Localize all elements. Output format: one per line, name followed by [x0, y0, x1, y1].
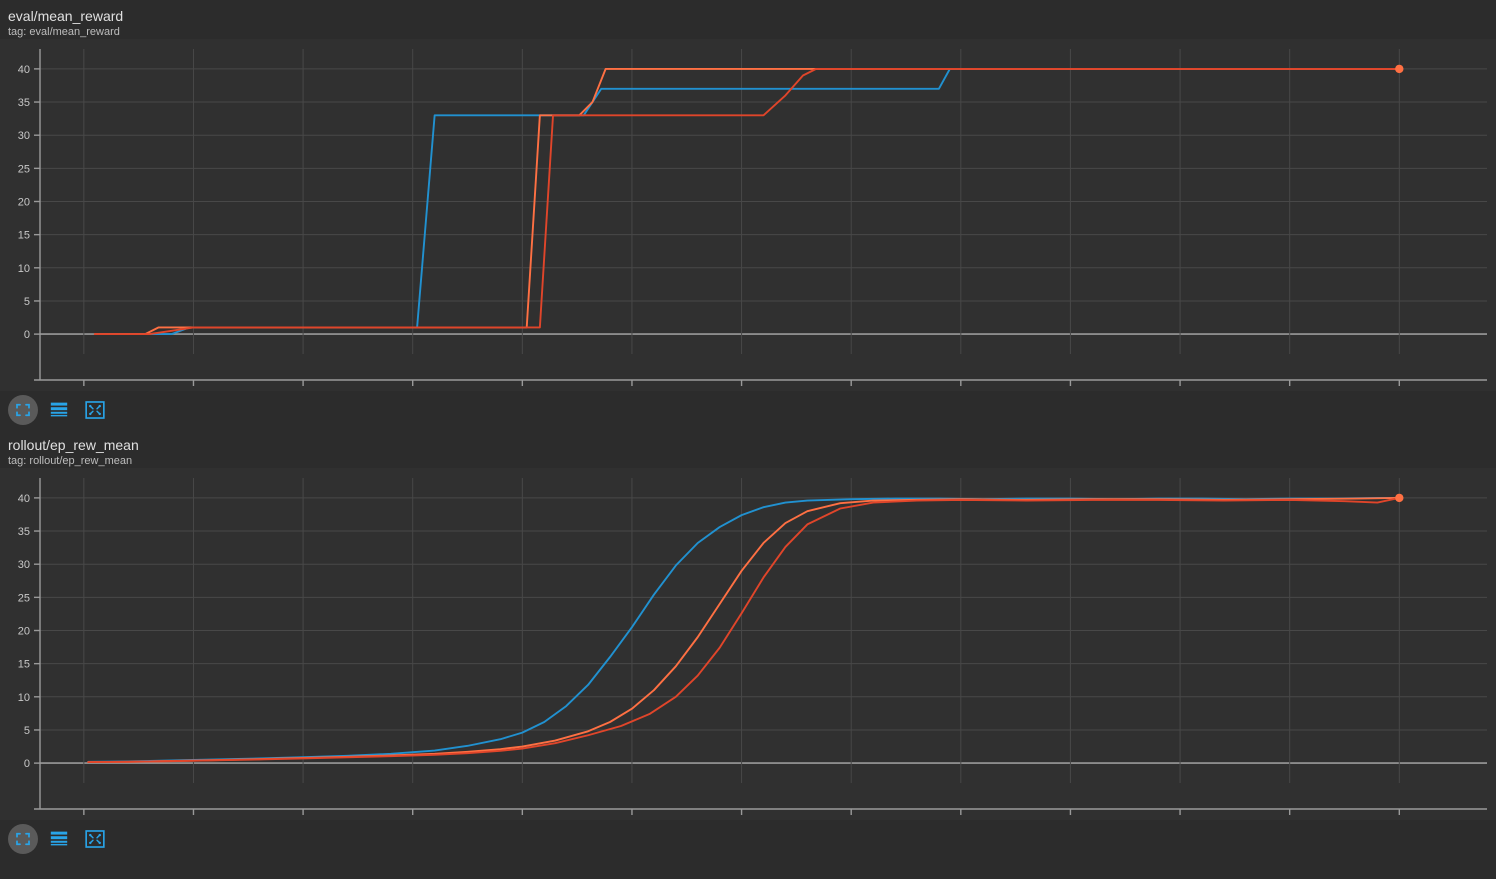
y-axis-tick-label: 30: [18, 130, 30, 142]
y-axis-tick-label: 0: [24, 758, 30, 770]
y-axis-tick-label: 25: [18, 163, 30, 175]
card-header: eval/mean_reward tag: eval/mean_reward: [0, 0, 1496, 39]
chart-toolbar-0[interactable]: [0, 391, 1496, 429]
data-table-icon[interactable]: [44, 824, 74, 854]
line-chart-rollout-ep-rew-mean[interactable]: 0510152025303540050k100k150k200k250k300k…: [0, 468, 1496, 820]
fullscreen-icon[interactable]: [80, 824, 110, 854]
metric-card-rollout-ep-rew-mean: rollout/ep_rew_mean tag: rollout/ep_rew_…: [0, 429, 1496, 858]
y-axis-tick-label: 0: [24, 329, 30, 341]
data-table-glyph: [50, 831, 68, 846]
line-chart-eval-mean-reward[interactable]: 0510152025303540050k100k150k200k250k300k…: [0, 39, 1496, 391]
y-axis-tick-label: 40: [18, 64, 30, 76]
fullscreen-icon[interactable]: [80, 395, 110, 425]
data-table-glyph: [50, 402, 68, 417]
y-axis-tick-label: 35: [18, 97, 30, 109]
card-header: rollout/ep_rew_mean tag: rollout/ep_rew_…: [0, 429, 1496, 468]
y-axis-tick-label: 15: [18, 230, 30, 242]
y-axis-tick-label: 5: [24, 725, 30, 737]
y-axis-tick-label: 20: [18, 626, 30, 638]
series-line-run-red: [87, 496, 1401, 764]
card-tag: tag: rollout/ep_rew_mean: [8, 455, 133, 467]
series-line-run-orange: [93, 67, 1401, 336]
metric-card-eval-mean-reward: eval/mean_reward tag: eval/mean_reward 0…: [0, 0, 1496, 429]
page-title: eval/mean_reward: [8, 8, 124, 24]
data-table-icon[interactable]: [44, 395, 74, 425]
page-title: rollout/ep_rew_mean: [8, 437, 139, 453]
chart-area-1[interactable]: 0510152025303540050k100k150k200k250k300k…: [0, 468, 1496, 820]
y-axis-tick-label: 10: [18, 263, 30, 275]
y-axis-tick-label: 25: [18, 592, 30, 604]
fit-domain-icon[interactable]: [8, 395, 38, 425]
chart-area-0[interactable]: 0510152025303540050k100k150k200k250k300k…: [0, 39, 1496, 391]
endpoint-marker: [1395, 64, 1404, 74]
card-tag: tag: eval/mean_reward: [8, 26, 120, 38]
y-axis-tick-label: 5: [24, 296, 30, 308]
y-axis-tick-label: 15: [18, 659, 30, 671]
endpoint-marker: [1395, 493, 1404, 503]
y-axis-tick-label: 20: [18, 197, 30, 209]
series-line-run-blue: [93, 67, 1401, 336]
fit-domain-icon[interactable]: [8, 824, 38, 854]
y-axis-tick-label: 40: [18, 493, 30, 505]
plot-background: [0, 468, 1496, 820]
plot-background: [0, 39, 1496, 391]
chart-toolbar-1[interactable]: [0, 820, 1496, 858]
series-line-run-red: [93, 67, 1401, 336]
y-axis-tick-label: 10: [18, 692, 30, 704]
y-axis-tick-label: 35: [18, 526, 30, 538]
y-axis-tick-label: 30: [18, 559, 30, 571]
